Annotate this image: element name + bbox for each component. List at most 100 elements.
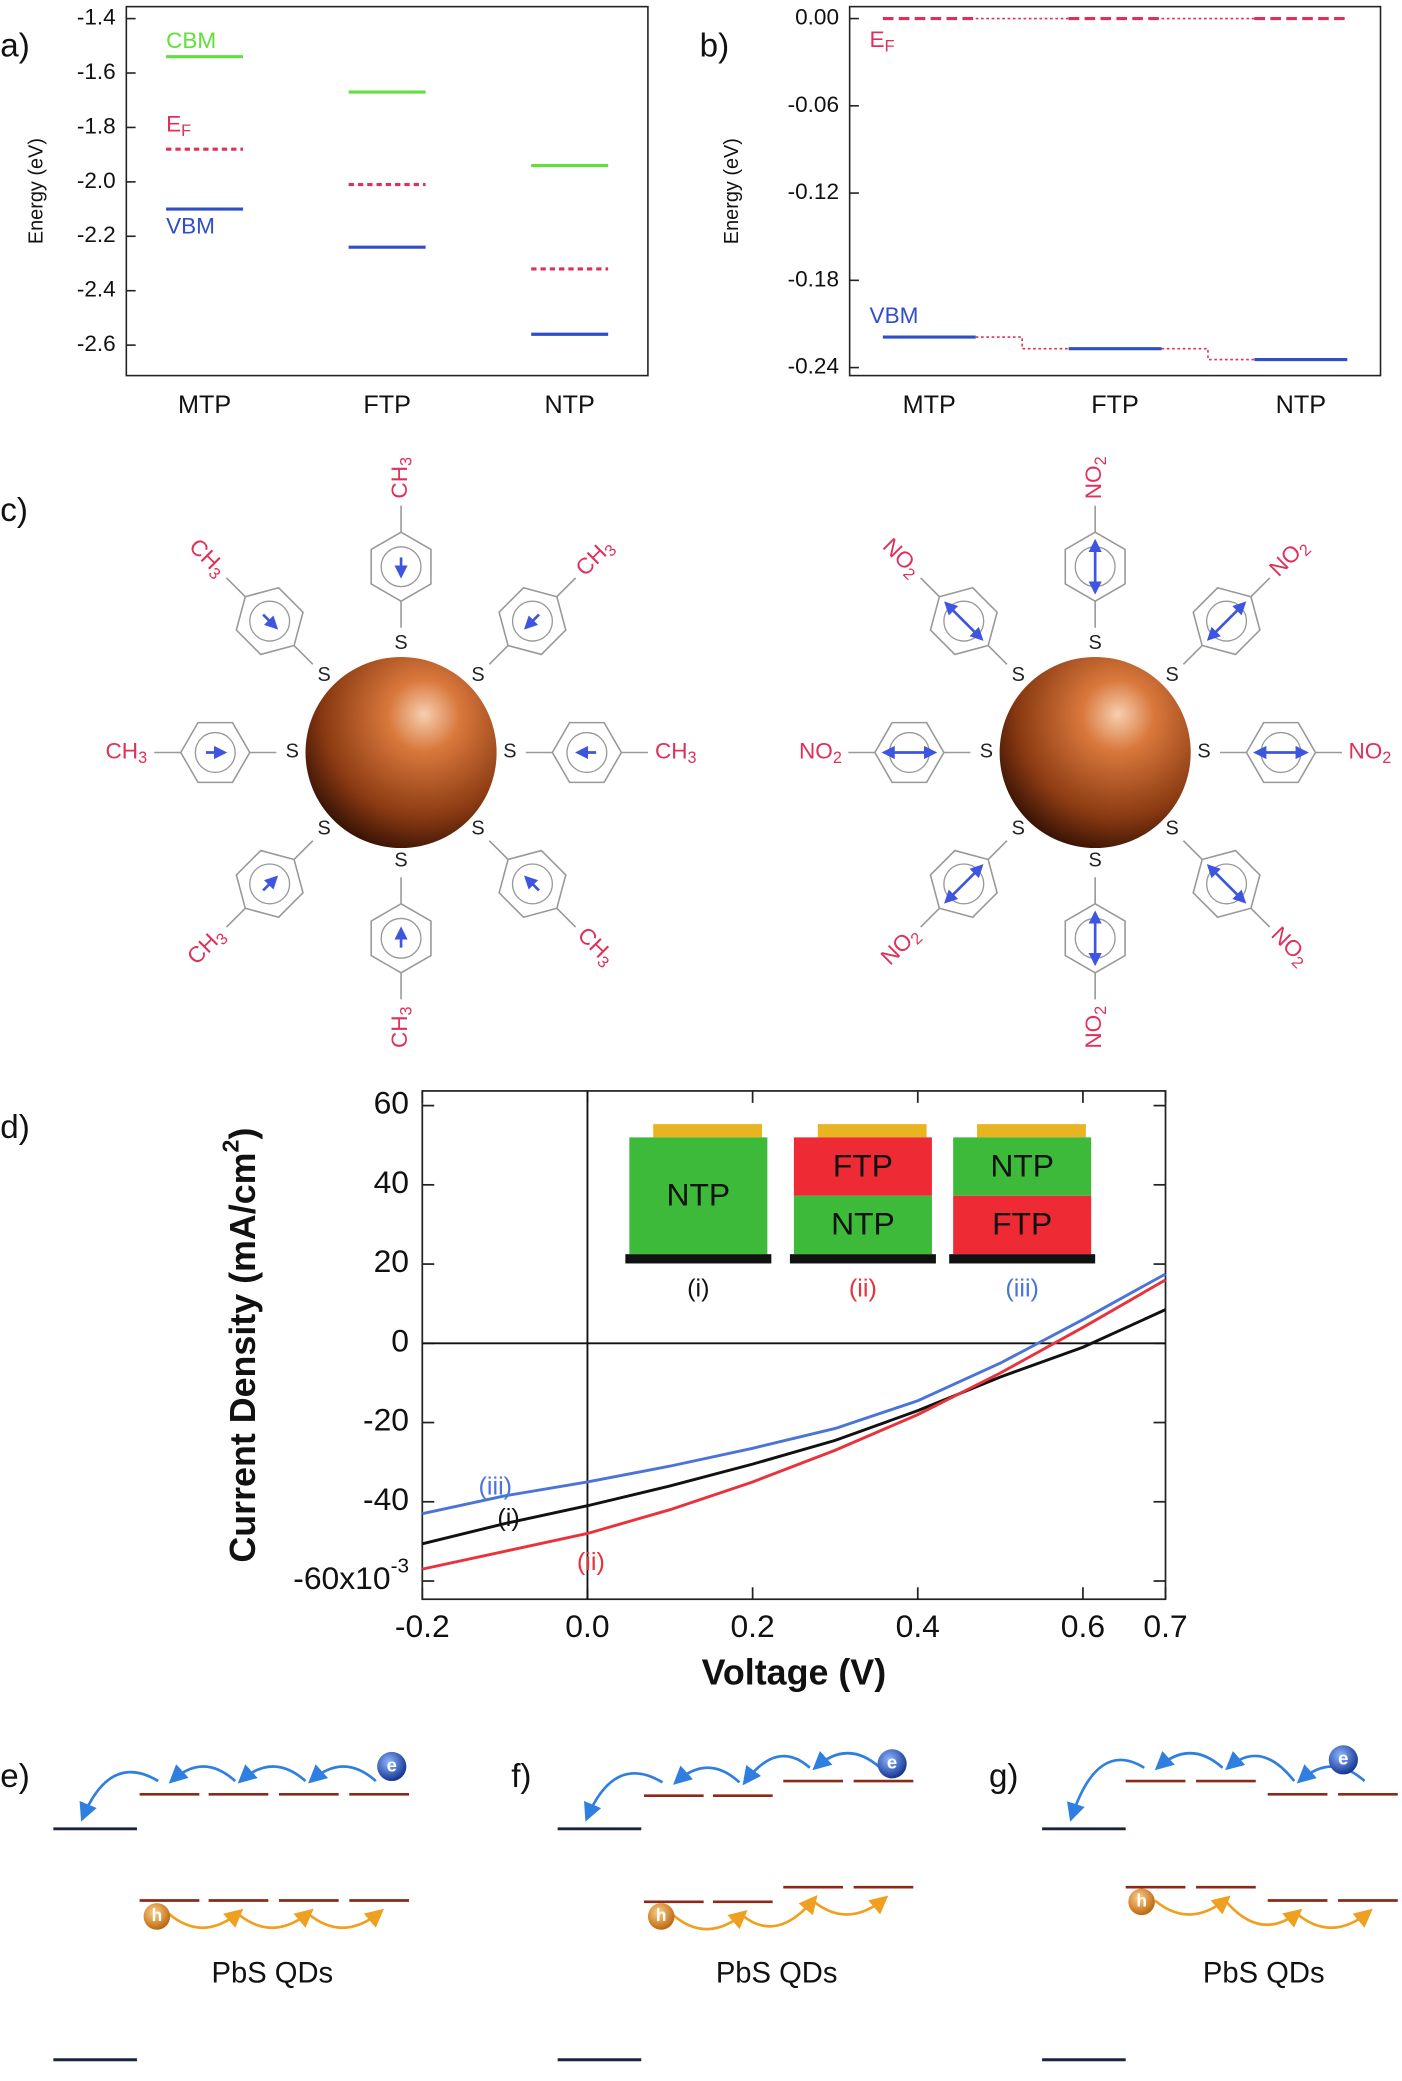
y-tick-label: 20 [374, 1243, 409, 1279]
ring-circle [943, 863, 985, 905]
panel-label: b) [700, 28, 729, 65]
dipole-arrow [1206, 601, 1247, 641]
series-label-part: E [870, 27, 885, 52]
ring-circle [511, 863, 554, 905]
y-tick-label-part: 20 [374, 1243, 409, 1279]
dipole-arrow [944, 601, 984, 641]
dipole-arrow [523, 613, 540, 630]
hole-hop [1154, 1895, 1231, 1916]
hole-hop [672, 1910, 748, 1931]
substrate [789, 1254, 936, 1264]
sulfur-label: S [394, 850, 407, 872]
sulfur-label: S [317, 664, 330, 686]
layer [953, 1137, 1092, 1196]
end-group: NO2 [876, 922, 927, 973]
panel-label: c) [0, 492, 28, 529]
series-label-part: F [181, 122, 191, 140]
sulfur-label: S [980, 741, 993, 763]
y-tick-label: 60 [374, 1085, 409, 1121]
bond [488, 840, 509, 861]
end-group-part: CH [106, 738, 139, 763]
series-label: CBM [166, 28, 216, 53]
sulfur-label: S [471, 664, 484, 686]
substrate [949, 1254, 1096, 1264]
x-tick-label: MTP [178, 391, 231, 419]
sulfur-label: S [1012, 664, 1025, 686]
substrate-label-part: TiO [1042, 2080, 1088, 2081]
bond [987, 840, 1008, 861]
x-tick-label: FTP [1091, 391, 1139, 419]
end-group-part: CH [655, 738, 688, 763]
x-tick-label: NTP [1276, 391, 1326, 419]
panel-label: f) [511, 1758, 531, 1795]
ring-circle [249, 600, 291, 642]
electron [1328, 1745, 1358, 1775]
ring-circle [249, 863, 291, 905]
hole-hop [1296, 1908, 1373, 1930]
bond [1250, 907, 1271, 928]
y-tick-label: -0.24 [788, 354, 839, 379]
iv-curve [421, 1272, 1167, 1516]
y-tick-label: 0 [391, 1323, 409, 1359]
y-tick-label: -1.8 [77, 113, 116, 138]
bond [556, 907, 577, 928]
layer-label: FTP [833, 1147, 893, 1183]
electron-label: e [387, 1754, 397, 1775]
series-label-part: E [166, 111, 181, 136]
substrate-label: TiO2 [558, 2080, 616, 2081]
substrate-label: TiO2 [1042, 2080, 1100, 2081]
ring-circle [1205, 600, 1248, 642]
iv-curve [421, 1308, 1167, 1546]
end-group-part: 3 [398, 1006, 416, 1015]
qd-label: PbS QDs [211, 1958, 333, 1990]
series-label: EF [166, 111, 191, 140]
sulfur-label: S [1165, 818, 1178, 840]
end-group: CH3 [182, 534, 232, 584]
ring-circle [194, 731, 236, 774]
y-axis-title: Current Density (mA/cm2) [218, 1128, 264, 1563]
sulfur-label: S [1012, 818, 1025, 840]
y-tick-label: -2.2 [77, 222, 116, 247]
hole-label: h [1136, 1890, 1147, 1910]
dipole-arrow [1206, 864, 1247, 904]
end-group: NO2 [1348, 738, 1391, 767]
electron-hop [584, 1772, 664, 1822]
series-label-part: VBM [870, 303, 919, 328]
substrate-label: TiO2 [53, 2080, 111, 2081]
bond [556, 577, 577, 598]
end-group-part: 3 [138, 749, 147, 767]
bond [1182, 644, 1203, 665]
electron-hop [742, 1754, 811, 1786]
sulfur-label: S [1089, 850, 1102, 872]
y-tick-label: 0.00 [795, 5, 839, 30]
y-tick-label-part: -20 [363, 1402, 409, 1438]
end-group-part: 2 [833, 749, 842, 767]
level-connector [1161, 347, 1255, 361]
x-tick-label: -0.2 [395, 1608, 450, 1644]
contact [817, 1124, 927, 1138]
electron-hop [237, 1764, 307, 1784]
end-group-part: NO [1348, 738, 1382, 763]
qd-label: PbS QDs [716, 1958, 838, 1990]
dipole-arrow [262, 875, 279, 892]
ring-circle [380, 917, 422, 959]
y-tick-label: -2.0 [77, 168, 116, 193]
curve-label: (ii) [577, 1548, 605, 1576]
y-tick-label-part: 60 [374, 1085, 409, 1121]
end-group-part: 3 [688, 749, 697, 767]
hole-hop [811, 1895, 889, 1916]
sulfur-label: S [317, 818, 330, 840]
substrate-label-part: TiO [53, 2080, 99, 2081]
stack-caption: (ii) [849, 1275, 877, 1303]
substrate [625, 1254, 772, 1264]
end-group: NO2 [1081, 1006, 1110, 1049]
curve-label: (i) [497, 1504, 519, 1532]
qd-label: PbS QDs [1203, 1958, 1325, 1990]
layer-label: NTP [831, 1206, 895, 1242]
x-tick-label: FTP [363, 391, 411, 419]
x-axis-title: Voltage (V) [702, 1652, 886, 1692]
y-tick-label: -2.4 [77, 277, 116, 302]
panel-label: d) [0, 1109, 29, 1146]
y-axis-title-part: 2 [218, 1139, 244, 1152]
